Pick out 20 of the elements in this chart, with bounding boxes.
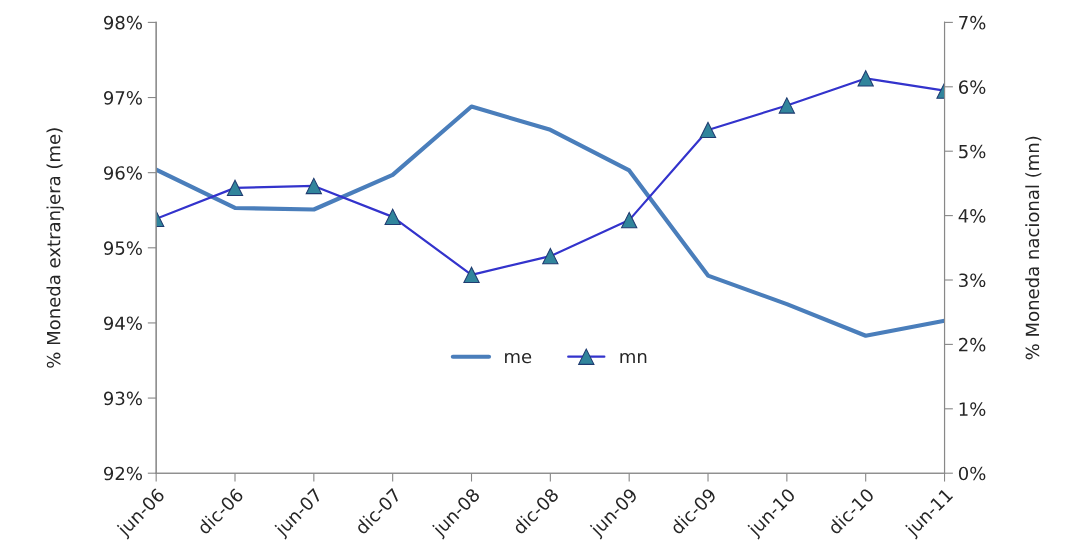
y2-axis-title: % Moneda nacional (mn) bbox=[1025, 136, 1042, 360]
y-tick-label: 92% bbox=[103, 466, 142, 481]
y-tick-label: 96% bbox=[103, 166, 142, 180]
y-tick-label: 97% bbox=[103, 90, 142, 105]
legend-label: mn bbox=[620, 352, 647, 364]
y-tick-label: 95% bbox=[103, 241, 142, 255]
y2-tick-label: 7% bbox=[959, 15, 986, 30]
y2-tick-label: 6% bbox=[958, 80, 986, 94]
y2-tick-label: 0% bbox=[958, 466, 986, 481]
y-tick-label: 98% bbox=[103, 15, 142, 30]
y2-tick-label: 1% bbox=[959, 402, 986, 416]
y-tick-label: 94% bbox=[103, 316, 142, 331]
y-tick-label: 93% bbox=[103, 391, 142, 406]
y2-tick-label: 5% bbox=[959, 144, 986, 159]
y2-tick-label: 4% bbox=[958, 209, 986, 223]
y-axis-title: % Moneda extranjera (me) bbox=[46, 128, 64, 368]
line-series bbox=[156, 104, 945, 338]
y2-tick-label: 3% bbox=[959, 273, 986, 288]
legend-label: me bbox=[505, 352, 532, 364]
y2-tick-label: 2% bbox=[959, 337, 986, 352]
